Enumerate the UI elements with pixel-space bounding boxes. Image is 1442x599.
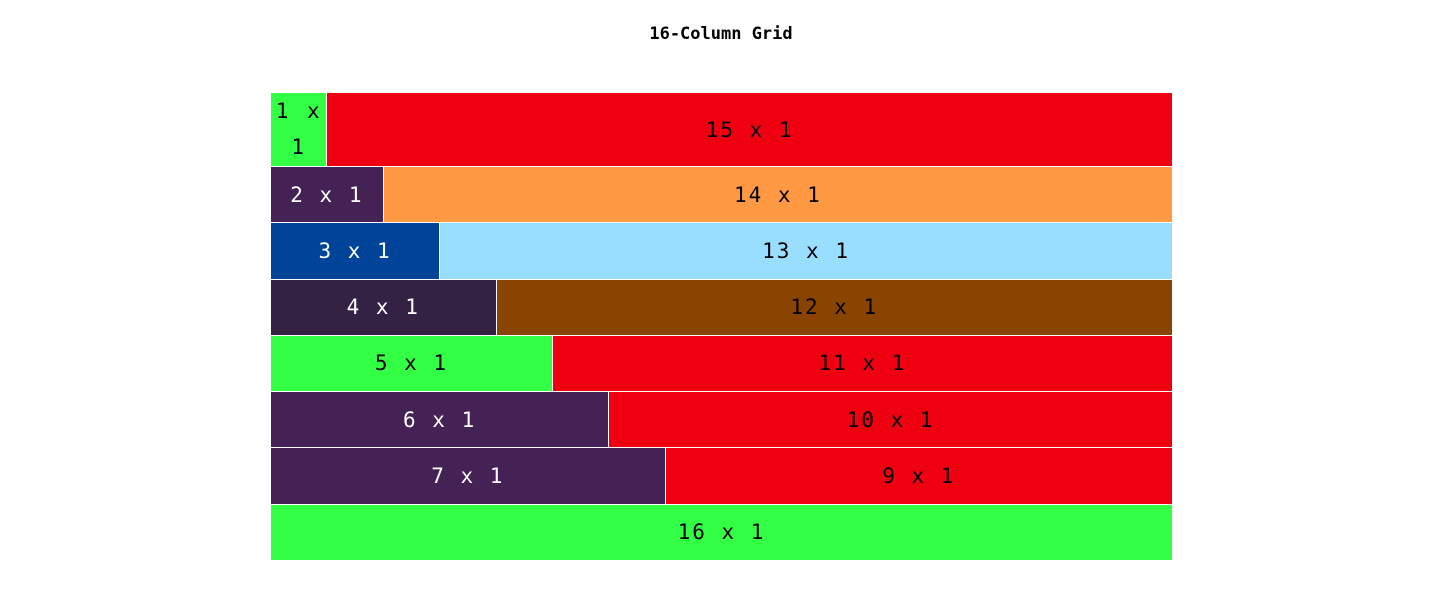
grid-cell-3x1: 3 x 1 bbox=[271, 223, 440, 279]
grid-title: 16-Column Grid bbox=[649, 24, 793, 44]
grid-cell-5x1: 5 x 1 bbox=[271, 335, 552, 392]
grid-cell-6x1: 6 x 1 bbox=[271, 392, 609, 448]
grid-cell-10x1: 10 x 1 bbox=[609, 392, 1172, 448]
grid-cell-11x1: 11 x 1 bbox=[552, 335, 1172, 392]
grid-cell-16x1: 16 x 1 bbox=[271, 504, 1172, 560]
grid-cell-7x1: 7 x 1 bbox=[271, 448, 665, 504]
grid-cell-15x1: 15 x 1 bbox=[327, 93, 1172, 166]
grid-cell-1x1: 1 x 1 bbox=[271, 93, 327, 166]
sixteen-column-grid: 1 x 1 15 x 1 2 x 1 14 x 1 3 x 1 13 x 1 4… bbox=[271, 93, 1172, 560]
grid-cell-9x1: 9 x 1 bbox=[665, 448, 1172, 504]
grid-cell-13x1: 13 x 1 bbox=[440, 223, 1172, 279]
grid-cell-2x1: 2 x 1 bbox=[271, 167, 383, 223]
grid-cell-12x1: 12 x 1 bbox=[496, 279, 1172, 335]
grid-cell-14x1: 14 x 1 bbox=[383, 167, 1172, 223]
grid-cell-4x1: 4 x 1 bbox=[271, 279, 496, 335]
